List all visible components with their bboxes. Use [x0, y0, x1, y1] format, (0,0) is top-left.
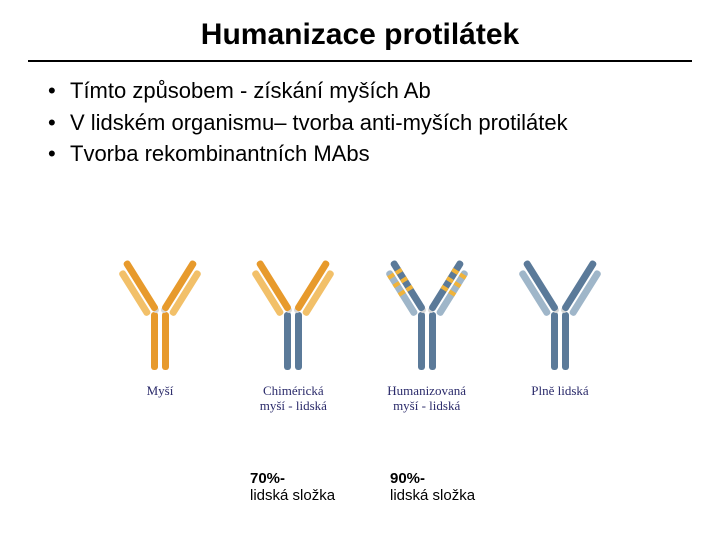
antibody-label: Humanizovanámyší - lidská [367, 384, 487, 414]
annotation-text: lidská složka [250, 487, 335, 504]
antibody-label: Plně lidská [500, 384, 620, 399]
bullet-item: Tímto způsobem - získání myších Ab [48, 76, 680, 106]
antibody-icon [382, 248, 472, 378]
annotation-row: 70%- lidská složka 90%- lidská složka [90, 470, 630, 505]
antibody-label: Chimérickámyší - lidská [233, 384, 353, 414]
bullet-item: V lidském organismu– tvorba anti-myších … [48, 108, 680, 138]
antibody-icon [515, 248, 605, 378]
annotation-70: 70%- lidská složka [250, 470, 370, 505]
bullet-list: Tímto způsobem - získání myších Ab V lid… [0, 76, 720, 169]
annotation-text: lidská složka [390, 487, 475, 504]
antibody-icon [248, 248, 338, 378]
title-rule [28, 60, 692, 62]
annotation-percent: 90%- [390, 470, 425, 487]
antibody-cell: Humanizovanámyší - lidská [367, 248, 487, 414]
annotation-percent: 70%- [250, 470, 285, 487]
antibody-row: Myší Chimérickámyší - lidská Humanizovan… [90, 248, 630, 414]
antibody-label: Myší [100, 384, 220, 399]
antibody-cell: Chimérickámyší - lidská [233, 248, 353, 414]
antibody-cell: Plně lidská [500, 248, 620, 414]
page-title: Humanizace protilátek [0, 0, 720, 60]
antibody-icon [115, 248, 205, 378]
annotation-90: 90%- lidská složka [390, 470, 510, 505]
bullet-item: Tvorba rekombinantních MAbs [48, 139, 680, 169]
antibody-cell: Myší [100, 248, 220, 414]
antibody-figure: Myší Chimérickámyší - lidská Humanizovan… [90, 248, 630, 458]
